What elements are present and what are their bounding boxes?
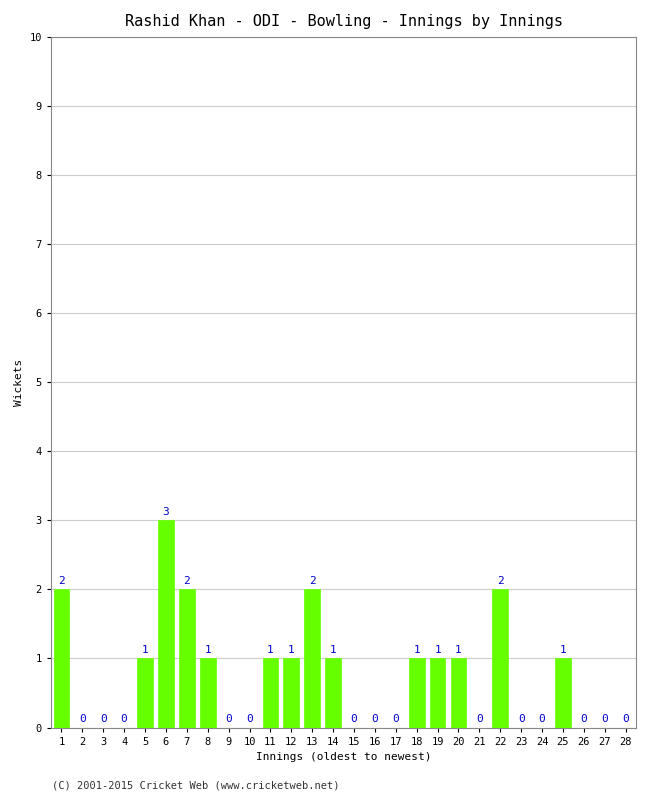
Text: 0: 0 — [393, 714, 399, 724]
Bar — [304, 590, 320, 727]
Bar — [53, 590, 70, 727]
Text: 0: 0 — [622, 714, 629, 724]
Bar — [158, 520, 174, 727]
Text: 0: 0 — [518, 714, 525, 724]
Text: 0: 0 — [246, 714, 253, 724]
Text: 2: 2 — [183, 576, 190, 586]
Text: 3: 3 — [162, 507, 169, 517]
Bar — [200, 658, 216, 727]
Bar — [493, 590, 508, 727]
Text: 0: 0 — [539, 714, 545, 724]
Text: 2: 2 — [309, 576, 315, 586]
Bar — [283, 658, 299, 727]
Text: 2: 2 — [58, 576, 65, 586]
Text: 0: 0 — [100, 714, 107, 724]
Title: Rashid Khan - ODI - Bowling - Innings by Innings: Rashid Khan - ODI - Bowling - Innings by… — [125, 14, 562, 29]
Bar — [325, 658, 341, 727]
Text: 1: 1 — [330, 645, 337, 655]
Y-axis label: Wickets: Wickets — [14, 358, 24, 406]
Bar — [430, 658, 445, 727]
Text: 1: 1 — [142, 645, 148, 655]
Text: 0: 0 — [79, 714, 86, 724]
Bar — [263, 658, 278, 727]
Text: 1: 1 — [288, 645, 294, 655]
Text: 1: 1 — [434, 645, 441, 655]
Text: 1: 1 — [455, 645, 462, 655]
Text: 0: 0 — [121, 714, 127, 724]
Bar — [179, 590, 194, 727]
Text: 0: 0 — [226, 714, 232, 724]
Text: 1: 1 — [413, 645, 420, 655]
X-axis label: Innings (oldest to newest): Innings (oldest to newest) — [256, 752, 432, 762]
Bar — [137, 658, 153, 727]
Bar — [450, 658, 466, 727]
Text: 0: 0 — [476, 714, 483, 724]
Text: (C) 2001-2015 Cricket Web (www.cricketweb.net): (C) 2001-2015 Cricket Web (www.cricketwe… — [52, 781, 339, 790]
Bar — [409, 658, 424, 727]
Text: 0: 0 — [580, 714, 587, 724]
Text: 1: 1 — [204, 645, 211, 655]
Text: 0: 0 — [372, 714, 378, 724]
Text: 0: 0 — [350, 714, 358, 724]
Text: 1: 1 — [267, 645, 274, 655]
Bar — [555, 658, 571, 727]
Text: 1: 1 — [560, 645, 566, 655]
Text: 2: 2 — [497, 576, 504, 586]
Text: 0: 0 — [601, 714, 608, 724]
